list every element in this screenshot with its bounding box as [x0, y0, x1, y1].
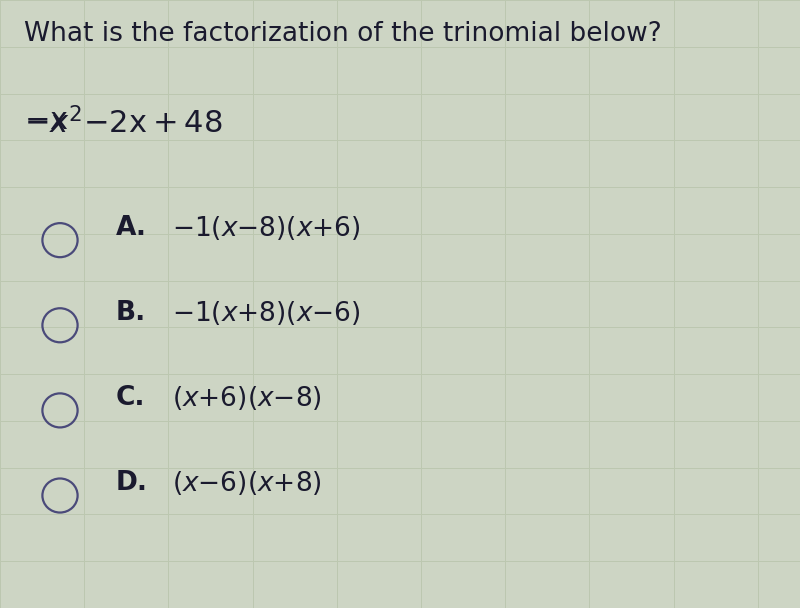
Text: B.: B. [116, 300, 146, 326]
Text: What is the factorization of the trinomial below?: What is the factorization of the trinomi… [24, 21, 662, 47]
Text: $\mathdefault{-1(}x\mathdefault{ - 8)(}x\mathdefault{ + 6)}$: $\mathdefault{-1(}x\mathdefault{ - 8)(}x… [172, 214, 361, 242]
Text: $\mathdefault{-1(}x\mathdefault{ + 8)(}x\mathdefault{ - 6)}$: $\mathdefault{-1(}x\mathdefault{ + 8)(}x… [172, 299, 361, 327]
Text: $\mathdefault{(}x\mathdefault{ + 6)(}x\mathdefault{ - 8)}$: $\mathdefault{(}x\mathdefault{ + 6)(}x\m… [172, 384, 322, 412]
Text: $\mathdefault{-x}$: $\mathdefault{-x}$ [24, 106, 69, 136]
Text: C.: C. [116, 385, 146, 411]
Text: D.: D. [116, 471, 148, 496]
Text: A.: A. [116, 215, 147, 241]
Text: $-x^{2}$$\mathdefault{ - 2x + 48}$: $-x^{2}$$\mathdefault{ - 2x + 48}$ [24, 106, 222, 139]
Text: $\mathdefault{(}x\mathdefault{ - 6)(}x\mathdefault{ + 8)}$: $\mathdefault{(}x\mathdefault{ - 6)(}x\m… [172, 469, 322, 497]
